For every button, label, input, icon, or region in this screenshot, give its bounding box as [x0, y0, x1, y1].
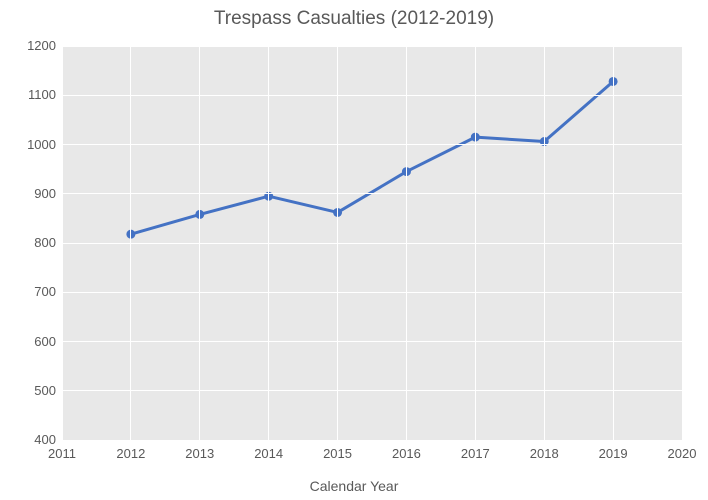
gridline-vertical — [544, 46, 545, 440]
x-axis-label: Calendar Year — [0, 478, 708, 494]
y-tick-label: 1000 — [27, 137, 56, 152]
x-tick-label: 2018 — [526, 446, 562, 461]
y-tick-label: 900 — [34, 186, 56, 201]
gridline-vertical — [613, 46, 614, 440]
x-tick-label: 2012 — [113, 446, 149, 461]
y-tick-label: 600 — [34, 334, 56, 349]
gridline-vertical — [475, 46, 476, 440]
gridline-horizontal — [62, 144, 682, 145]
line-chart: Trespass Casualties (2012-2019) Trespass… — [0, 0, 708, 500]
gridline-vertical — [337, 46, 338, 440]
x-tick-label: 2016 — [388, 446, 424, 461]
gridline-horizontal — [62, 390, 682, 391]
y-tick-label: 500 — [34, 383, 56, 398]
x-tick-label: 2013 — [182, 446, 218, 461]
x-tick-label: 2011 — [44, 446, 80, 461]
chart-title: Trespass Casualties (2012-2019) — [0, 8, 708, 30]
y-tick-label: 800 — [34, 235, 56, 250]
gridline-vertical — [199, 46, 200, 440]
y-tick-label: 700 — [34, 284, 56, 299]
y-tick-label: 1200 — [27, 38, 56, 53]
gridline-vertical — [130, 46, 131, 440]
gridline-horizontal — [62, 292, 682, 293]
gridline-vertical — [268, 46, 269, 440]
gridline-vertical — [62, 46, 63, 440]
gridline-vertical — [406, 46, 407, 440]
gridline-horizontal — [62, 440, 682, 441]
y-tick-label: 400 — [34, 432, 56, 447]
x-tick-label: 2017 — [457, 446, 493, 461]
gridline-horizontal — [62, 243, 682, 244]
gridline-horizontal — [62, 341, 682, 342]
x-tick-label: 2020 — [664, 446, 700, 461]
x-tick-label: 2015 — [320, 446, 356, 461]
x-tick-label: 2014 — [251, 446, 287, 461]
gridline-horizontal — [62, 95, 682, 96]
gridline-vertical — [682, 46, 683, 440]
x-tick-label: 2019 — [595, 446, 631, 461]
gridline-horizontal — [62, 193, 682, 194]
y-tick-label: 1100 — [28, 87, 56, 102]
gridline-horizontal — [62, 46, 682, 47]
